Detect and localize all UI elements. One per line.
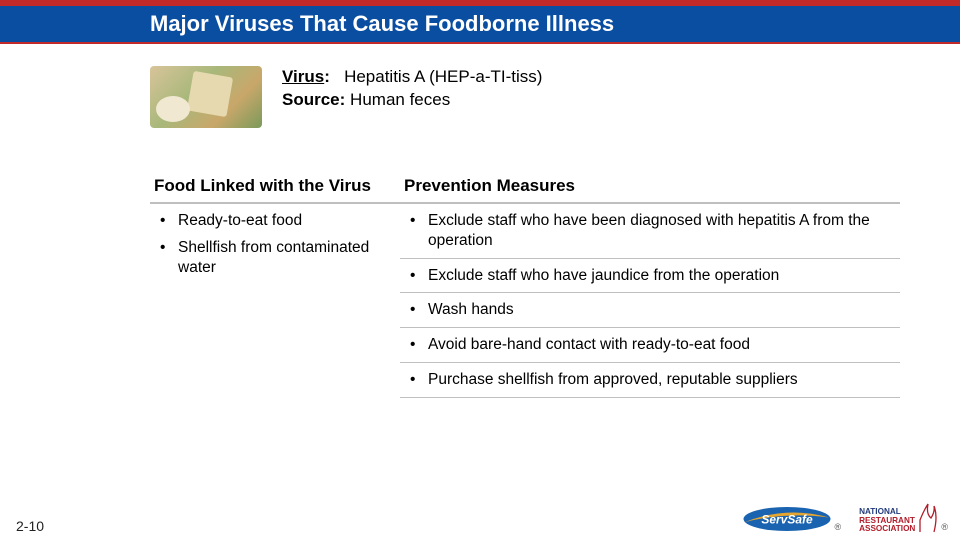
slide-content: Virus: Hepatitis A (HEP-a-TI-tiss) Sourc… <box>0 44 960 398</box>
footer-logos: ServSafe ® NATIONAL RESTAURANT ASSOCIATI… <box>742 500 948 534</box>
flame-icon <box>917 500 939 534</box>
registered-mark: ® <box>834 522 841 534</box>
virus-label: Virus <box>282 67 324 86</box>
food-list: • Ready-to-eat food • Shellfish from con… <box>150 204 400 277</box>
list-item: • Avoid bare-hand contact with ready-to-… <box>400 328 900 363</box>
source-value: Human feces <box>350 90 450 109</box>
bullet-icon: • <box>410 300 428 320</box>
bullet-icon: • <box>160 238 178 278</box>
list-item: • Purchase shellfish from approved, repu… <box>400 363 900 398</box>
column-prevention: Prevention Measures • Exclude staff who … <box>400 162 900 398</box>
servsafe-logo: ServSafe ® <box>742 504 841 534</box>
list-item: • Exclude staff who have been diagnosed … <box>400 204 900 259</box>
slide-title: Major Viruses That Cause Foodborne Illne… <box>150 11 614 37</box>
source-label: Source <box>282 90 340 109</box>
column-food-linked: Food Linked with the Virus • Ready-to-ea… <box>150 162 400 398</box>
bullet-icon: • <box>410 211 428 251</box>
column-header-right: Prevention Measures <box>400 162 900 204</box>
servsafe-icon: ServSafe <box>742 504 832 534</box>
virus-meta: Virus: Hepatitis A (HEP-a-TI-tiss) Sourc… <box>282 66 542 112</box>
slide-footer: 2-10 ServSafe ® NATIONAL RESTAURANT ASSO… <box>0 494 960 540</box>
column-header-left: Food Linked with the Virus <box>150 162 400 204</box>
slide-header: Major Viruses That Cause Foodborne Illne… <box>0 0 960 44</box>
bullet-icon: • <box>410 335 428 355</box>
prevention-list: • Exclude staff who have been diagnosed … <box>400 204 900 398</box>
list-item: • Shellfish from contaminated water <box>150 231 400 278</box>
nra-text: NATIONAL RESTAURANT ASSOCIATION <box>859 508 915 534</box>
virus-name: Hepatitis A (HEP-a-TI-tiss) <box>344 67 542 86</box>
registered-mark: ® <box>941 522 948 534</box>
bullet-icon: • <box>410 266 428 286</box>
list-item: • Exclude staff who have jaundice from t… <box>400 259 900 294</box>
food-photo <box>150 66 262 128</box>
bullet-icon: • <box>160 211 178 231</box>
list-item: • Wash hands <box>400 293 900 328</box>
page-number: 2-10 <box>16 518 44 534</box>
bullet-icon: • <box>410 370 428 390</box>
two-column-table: Food Linked with the Virus • Ready-to-ea… <box>150 162 900 398</box>
nra-logo: NATIONAL RESTAURANT ASSOCIATION ® <box>859 500 948 534</box>
svg-text:ServSafe: ServSafe <box>762 513 814 527</box>
virus-summary: Virus: Hepatitis A (HEP-a-TI-tiss) Sourc… <box>150 66 900 128</box>
list-item: • Ready-to-eat food <box>150 204 400 231</box>
